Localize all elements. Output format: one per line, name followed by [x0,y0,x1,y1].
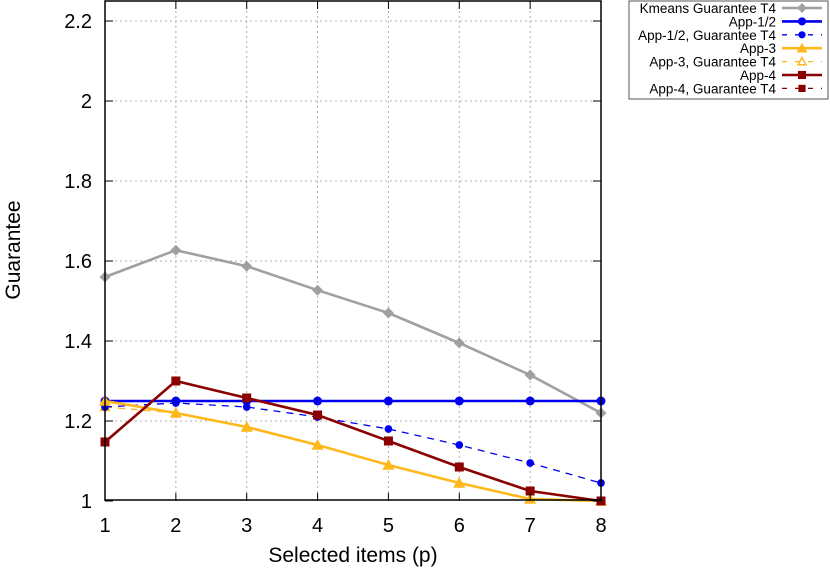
x-tick-label: 1 [99,515,110,537]
triangle-marker [796,42,808,53]
legend-label: App-4 [740,68,777,83]
x-tick-label: 6 [454,515,465,537]
y-axis-title: Guarantee [2,200,25,299]
data-series [99,244,607,506]
series-line [104,399,602,503]
x-axis-title: Selected items (p) [268,544,437,567]
square-marker [798,84,806,92]
circle-marker [455,441,464,449]
diamond-marker [797,3,807,13]
square-marker [313,410,323,420]
x-tick-label: 2 [170,515,181,537]
y-tick-label: 1.4 [64,331,92,353]
diamond-marker [241,260,253,272]
square-marker [171,376,181,386]
y-tick-label: 1.8 [64,171,92,193]
circle-marker [525,396,535,406]
legend-label: App-1/2, Guarantee T4 [638,28,776,43]
square-marker [242,393,252,403]
square-marker [454,462,464,472]
series-app-1-2 [100,396,606,406]
circle-marker [313,396,323,406]
circle-marker [526,459,534,467]
y-tick-label: 1.6 [64,251,92,273]
legend-box [628,0,829,100]
x-tick-label: 3 [241,515,252,537]
circle-marker [171,396,181,406]
diamond-marker [170,244,182,256]
triangle-marker [382,459,395,470]
x-tick-label: 5 [383,515,394,537]
y-tick-label: 1 [81,491,92,513]
y-tick-label: 2.2 [64,11,92,33]
diamond-marker [524,369,536,381]
legend-label: Kmeans Guarantee T4 [640,1,777,16]
diamond-marker [382,307,394,319]
legend-label: App-4, Guarantee T4 [649,81,776,96]
square-marker [383,436,393,446]
legend-label: App-1/2 [729,14,776,29]
circle-marker [797,17,807,26]
circle-marker [384,425,393,433]
diamond-marker [312,284,324,296]
square-marker [525,486,535,496]
circle-marker [454,396,464,406]
legend-label: App-3 [740,41,776,56]
triangle-marker [240,421,253,432]
circle-marker [798,31,806,39]
circle-marker [242,403,251,411]
plot-frame [104,0,602,501]
triangle-marker [169,407,182,418]
x-tick-label: 7 [525,515,536,537]
triangle-marker [453,477,466,488]
circle-marker [383,396,393,406]
legend-label: App-3, Guarantee T4 [649,55,776,70]
triangle-open-marker [796,56,808,66]
y-tick-label: 1.2 [64,411,92,433]
series-line [104,402,602,484]
series-line [104,379,602,503]
x-tick-label: 4 [312,515,323,537]
x-tick-label: 8 [595,515,606,537]
square-marker [797,70,807,80]
diamond-marker [453,337,465,349]
series-line [104,248,602,415]
y-tick-label: 2 [81,91,92,113]
axis-ticks: 1 2 3 4 5 6 7 8 1 1.2 1.4 1.6 1.8 2 2.2 [64,1,607,537]
triangle-marker [311,439,324,450]
